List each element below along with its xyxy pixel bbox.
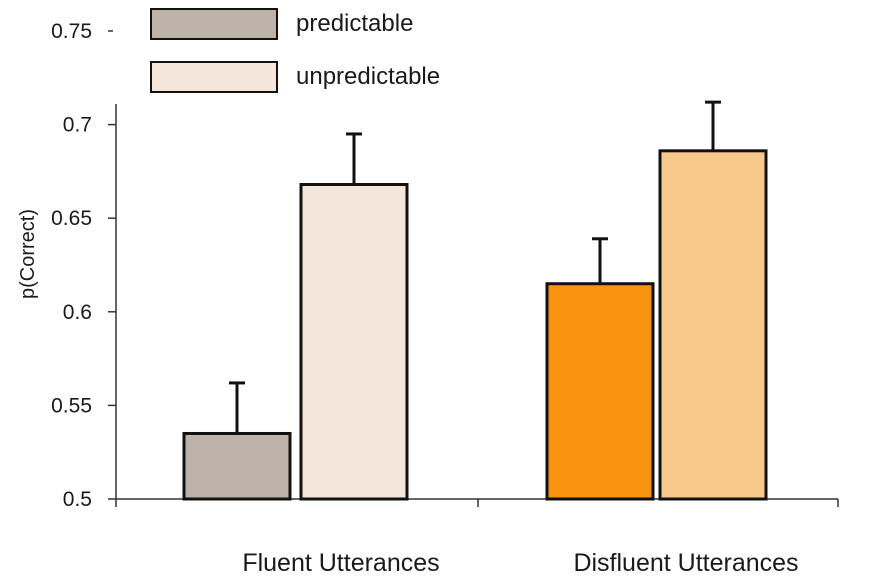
y-axis-title: p(Correct) xyxy=(17,209,39,299)
y-tick-label-0: 0.5 xyxy=(63,488,92,511)
y-tick-label-4: 0.7 xyxy=(63,114,92,137)
error-bars xyxy=(229,100,721,434)
bar-disfluent-predictable xyxy=(545,282,655,501)
y-tick-label-1: 0.55 xyxy=(51,394,92,417)
legend-label-predictable: predictable xyxy=(296,10,413,37)
y-tick-label-2: 0.6 xyxy=(63,301,92,324)
y-tick-label-5: 0.75 xyxy=(51,20,92,43)
legend-swatch-unpredictable xyxy=(150,61,278,93)
legend-swatch-predictable xyxy=(150,8,278,40)
bars xyxy=(182,149,768,501)
category-labels: Fluent Utterances Disfluent Utterances xyxy=(242,549,798,577)
legend-label-unpredictable: unpredictable xyxy=(296,63,440,90)
category-label-fluent: Fluent Utterances xyxy=(242,549,439,577)
y-axis: 0.5 0.55 0.6 0.65 0.7 0.75 xyxy=(51,20,117,511)
bar-disfluent-unpredictable xyxy=(658,149,768,501)
bar-fluent-unpredictable xyxy=(299,183,409,501)
y-tick-label-3: 0.65 xyxy=(51,207,92,230)
legend: predictable unpredictable xyxy=(113,0,498,104)
bar-fluent-predictable xyxy=(182,431,292,501)
category-label-disfluent: Disfluent Utterances xyxy=(573,549,798,577)
